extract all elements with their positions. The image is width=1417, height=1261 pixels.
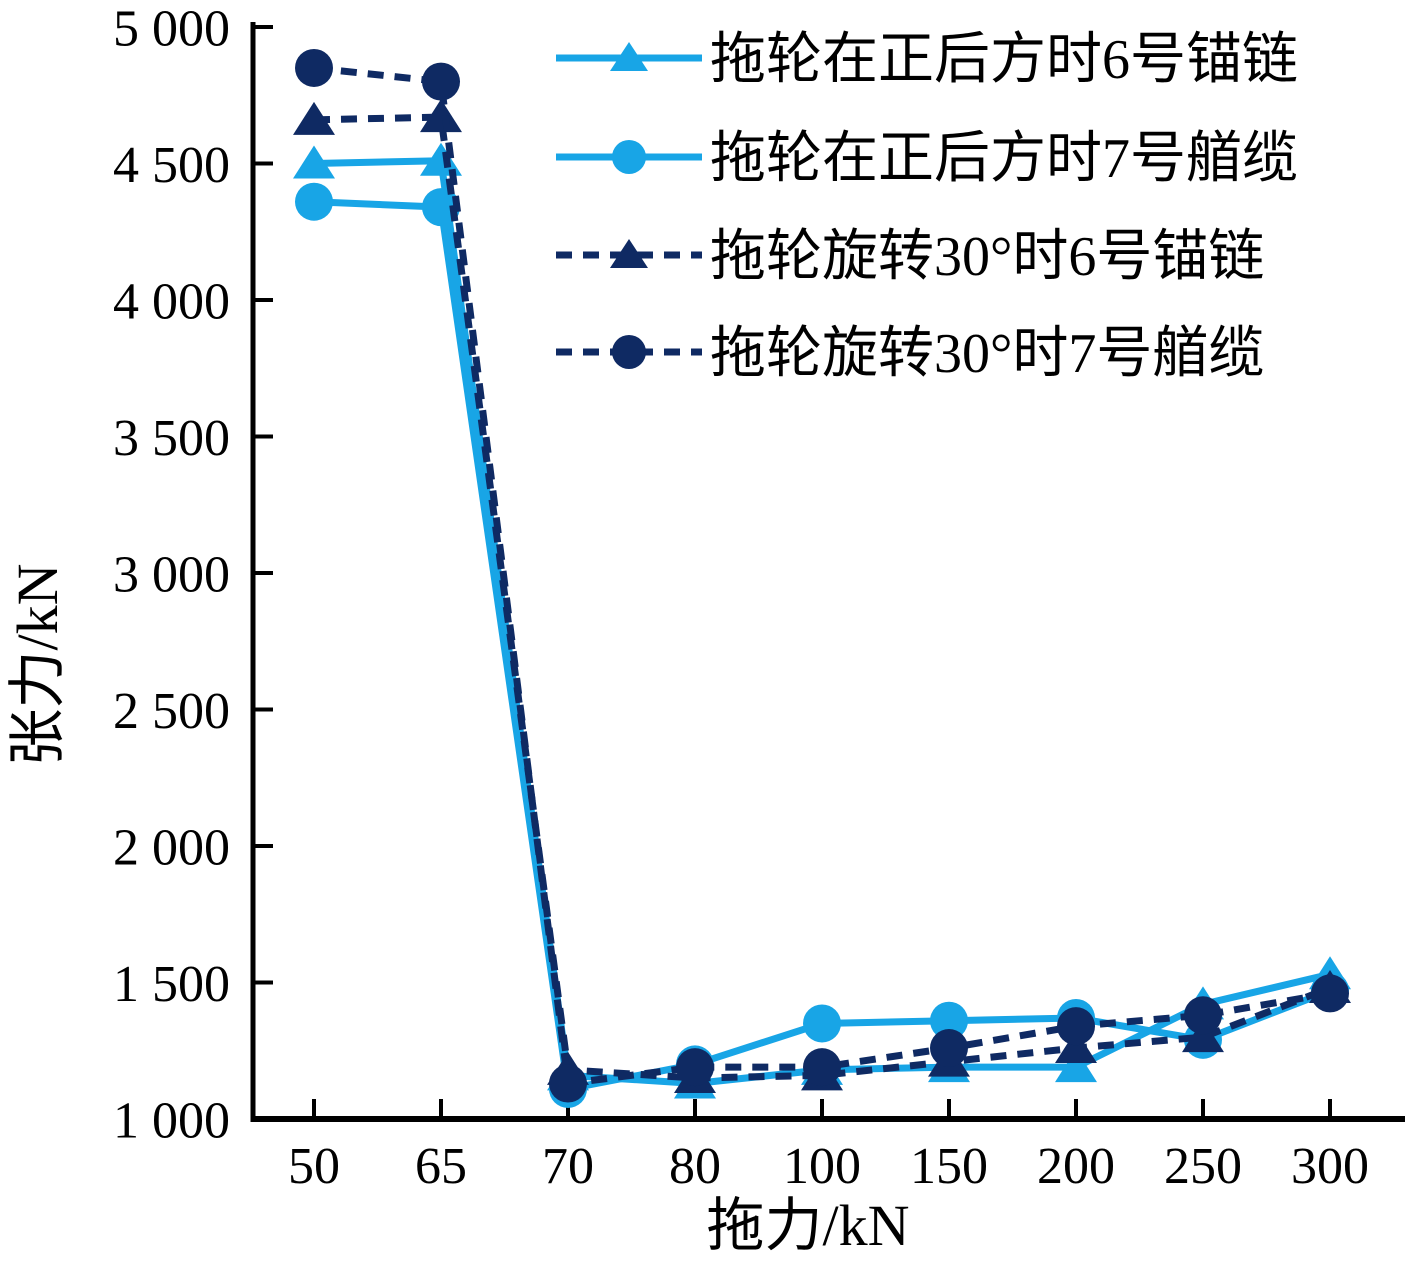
data-point-circle-marker <box>295 48 333 87</box>
series-line-3 <box>313 64 1331 1088</box>
data-point-circle-marker <box>803 1048 841 1087</box>
x-axis-title: 拖力/kN <box>706 1193 909 1258</box>
series-line-2 <box>313 113 1332 1082</box>
y-tick-label: 4 500 <box>113 137 230 194</box>
x-tick-label: 100 <box>783 1138 861 1195</box>
data-point-circle-marker <box>803 1004 841 1043</box>
y-tick-label: 2 500 <box>113 683 230 740</box>
y-tick-label: 1 500 <box>113 956 230 1013</box>
legend-item: 拖轮在正后方时7号艏缆 <box>556 128 1298 190</box>
x-tick-label: 80 <box>669 1138 721 1195</box>
data-point-circle-marker <box>612 335 646 369</box>
data-point-triangle-marker <box>1055 1049 1097 1083</box>
data-point-circle-marker <box>1057 1007 1095 1046</box>
data-point-circle-marker <box>676 1048 714 1087</box>
legend-item: 拖轮旋转30°时6号锚链 <box>556 226 1264 288</box>
x-tick-label: 250 <box>1164 1138 1242 1195</box>
data-point-circle-marker <box>1184 996 1222 1035</box>
legend-item: 拖轮在正后方时6号锚链 <box>556 29 1298 91</box>
x-tick-label: 300 <box>1291 1138 1369 1195</box>
legend-layer: 拖轮在正后方时6号锚链拖轮在正后方时7号艏缆拖轮旋转30°时6号锚链拖轮旋转30… <box>556 29 1298 385</box>
y-tick-label: 3 500 <box>113 410 230 467</box>
legend-item: 拖轮旋转30°时7号艏缆 <box>556 323 1264 385</box>
data-point-circle-marker <box>422 188 460 227</box>
x-tick-label: 70 <box>542 1138 594 1195</box>
legend-label: 拖轮旋转30°时6号锚链 <box>710 226 1264 288</box>
y-tick-label: 4 000 <box>113 274 230 331</box>
y-tick-label: 5 000 <box>113 1 230 58</box>
legend-label: 拖轮在正后方时6号锚链 <box>710 29 1298 91</box>
y-tick-label: 3 000 <box>113 547 230 604</box>
axes-layer: 1 000 1 500 2 000 2 500 3 000 3 500 4 000 4 500… <box>113 1 1405 1195</box>
data-point-circle-marker <box>1311 974 1349 1013</box>
x-tick-label: 150 <box>910 1138 988 1195</box>
x-tick-label: 50 <box>288 1138 340 1195</box>
data-point-triangle-marker <box>293 101 335 135</box>
data-point-circle-marker <box>422 62 460 101</box>
data-point-triangle-marker <box>293 145 335 179</box>
legend-label: 拖轮在正后方时7号艏缆 <box>710 128 1298 190</box>
data-point-circle-marker <box>612 140 646 174</box>
data-point-circle-marker <box>930 1029 968 1068</box>
y-tick-label: 2 000 <box>113 820 230 877</box>
legend-label: 拖轮旋转30°时7号艏缆 <box>710 323 1264 385</box>
data-point-circle-marker <box>930 1001 968 1040</box>
x-tick-label: 200 <box>1037 1138 1115 1195</box>
y-axis-title: 张力/kN <box>5 563 70 766</box>
y-tick-label: 1 000 <box>113 1093 230 1150</box>
data-point-circle-marker <box>549 1064 587 1103</box>
data-point-triangle-marker <box>1055 1030 1097 1064</box>
data-point-triangle-marker <box>1182 1019 1224 1053</box>
data-point-triangle-marker <box>420 142 462 176</box>
data-point-circle-marker <box>295 182 333 221</box>
x-tick-label: 65 <box>415 1138 467 1195</box>
series-layer <box>293 48 1351 1108</box>
data-point-triangle-marker <box>420 99 462 133</box>
data-point-triangle-marker <box>610 239 648 268</box>
data-point-triangle-marker <box>610 42 648 71</box>
